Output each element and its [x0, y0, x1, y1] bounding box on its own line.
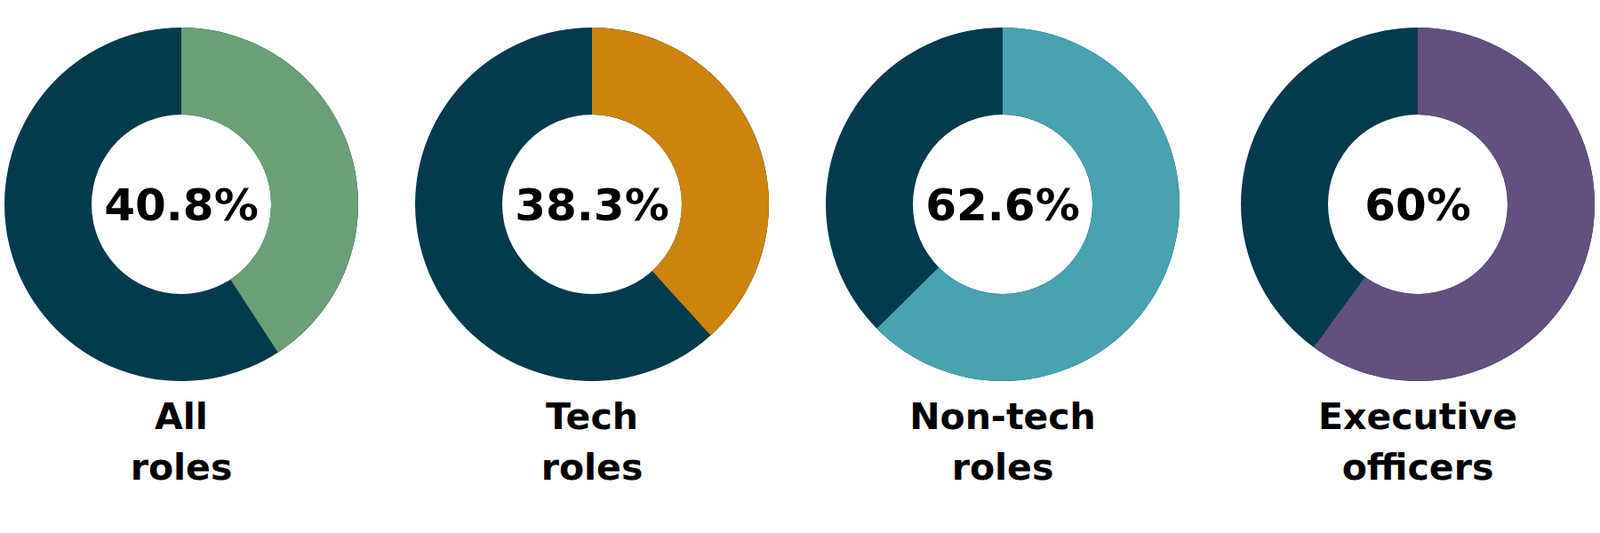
- chart-title: All roles: [130, 395, 233, 489]
- title-line: Tech: [545, 395, 639, 439]
- chart-title: Executive officers: [1318, 395, 1518, 489]
- chart-title: Tech roles: [541, 395, 644, 489]
- marks: [825, 27, 1180, 382]
- donut-track: [1240, 27, 1595, 382]
- donut-segment: [1313, 27, 1595, 382]
- title-line: roles: [130, 446, 233, 489]
- title-line: roles: [541, 446, 644, 489]
- data-label: 60%: [1364, 179, 1472, 232]
- donut-segment: [876, 27, 1180, 382]
- title-line: All: [154, 395, 208, 439]
- chart-canvas: 40.8% All roles 38.3% Tech roles 62.6% Non-tech…: [0, 0, 1600, 533]
- title-line: roles: [952, 446, 1055, 489]
- data-label: 40.8%: [104, 179, 258, 232]
- donut-track: [4, 27, 359, 382]
- donut-chart: 40.8%: [4, 27, 359, 382]
- donut-chart: 62.6%: [825, 27, 1180, 382]
- marks: [4, 27, 359, 382]
- donut-chart: 38.3%: [415, 27, 769, 382]
- marks: [1240, 27, 1595, 382]
- donut-track: [415, 27, 769, 382]
- data-label: 38.3%: [514, 179, 669, 232]
- donut-chart: 60%: [1240, 27, 1595, 382]
- title-line: officers: [1342, 446, 1495, 489]
- title-line: Non-tech: [909, 395, 1096, 439]
- data-label: 62.6%: [925, 179, 1080, 232]
- chart-title: Non-tech roles: [909, 395, 1096, 489]
- donut-track: [825, 27, 1180, 382]
- title-line: Executive: [1318, 395, 1518, 439]
- marks: [415, 27, 769, 382]
